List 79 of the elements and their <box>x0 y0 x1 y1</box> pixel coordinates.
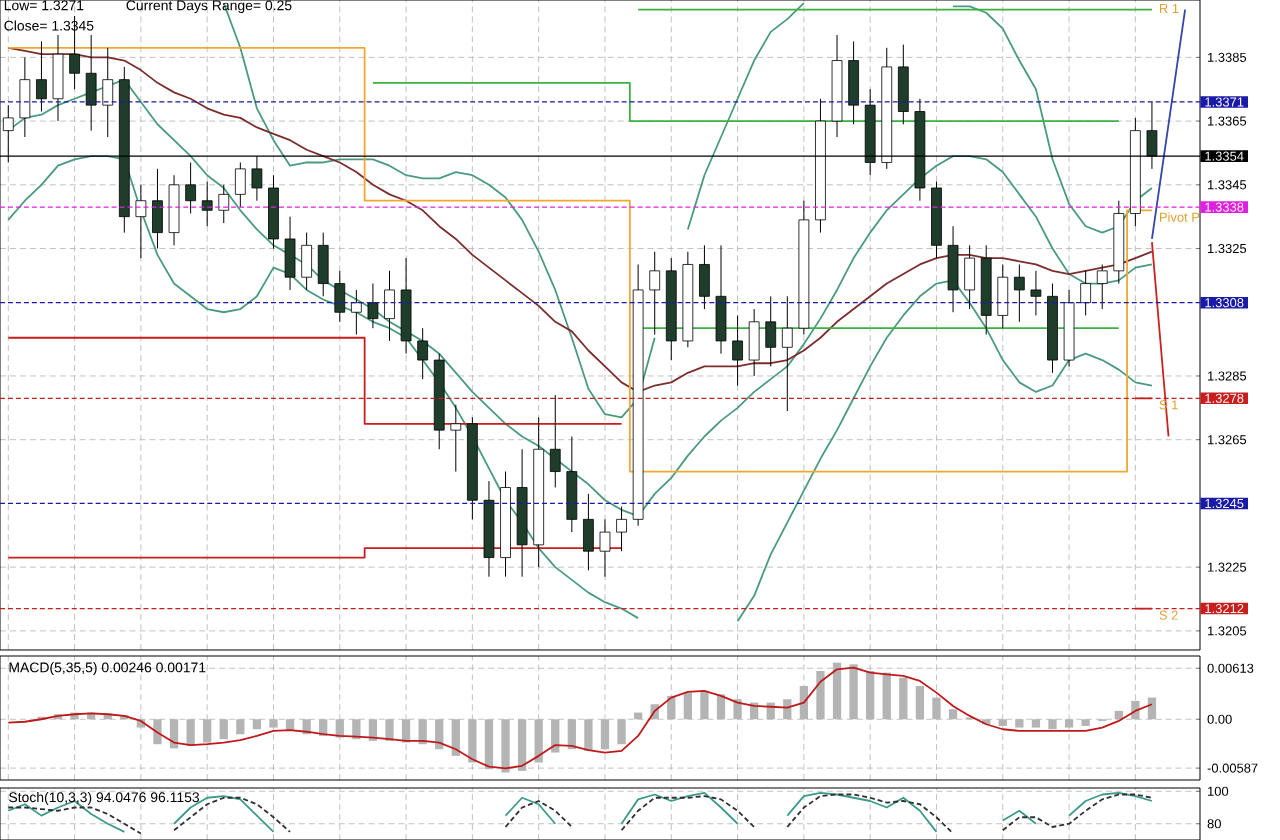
bar <box>567 719 576 750</box>
candlestick <box>334 270 346 323</box>
bar <box>733 699 742 720</box>
bar <box>534 719 543 763</box>
candlestick <box>152 168 163 250</box>
candlestick <box>384 270 395 342</box>
candlestick <box>367 283 379 329</box>
bar <box>1081 719 1090 726</box>
bar <box>998 719 1007 726</box>
bar <box>1114 710 1123 720</box>
candlestick <box>168 174 180 246</box>
candlestick <box>450 404 462 473</box>
candlestick <box>848 40 859 125</box>
bar <box>219 719 228 740</box>
candlestick <box>748 308 760 377</box>
candlestick <box>36 40 47 113</box>
candlestick <box>417 327 429 380</box>
bar <box>700 690 709 720</box>
candlestick <box>234 161 246 208</box>
candlestick <box>583 493 594 571</box>
bar <box>153 719 162 745</box>
bar <box>1015 719 1024 728</box>
candlestick <box>284 216 296 291</box>
bar <box>683 692 692 720</box>
bar <box>435 719 444 750</box>
candlestick <box>1096 263 1108 310</box>
candlestick <box>85 34 97 132</box>
bar <box>169 719 179 749</box>
bar <box>401 719 411 743</box>
candlestick <box>616 506 627 552</box>
bar <box>186 719 195 746</box>
bar <box>948 709 958 720</box>
candlestick <box>964 244 975 310</box>
candlestick <box>102 47 114 138</box>
bar <box>203 719 212 743</box>
candlestick <box>301 232 312 291</box>
candlestick <box>317 232 329 297</box>
bar <box>600 719 610 750</box>
bar <box>899 677 908 720</box>
bar <box>252 719 262 730</box>
candlestick <box>1013 263 1025 323</box>
candlestick <box>19 56 31 138</box>
candlestick <box>732 314 743 387</box>
bar <box>269 719 278 728</box>
bar <box>468 719 477 763</box>
candlestick <box>715 244 727 355</box>
candlestick <box>566 436 578 533</box>
bar <box>551 719 560 753</box>
candlestick <box>897 44 909 125</box>
candlestick <box>699 244 710 310</box>
candlestick <box>218 184 230 224</box>
bar <box>882 672 891 720</box>
bar <box>1048 719 1057 730</box>
bar <box>584 719 593 751</box>
bar <box>451 719 460 756</box>
bar <box>1031 719 1041 728</box>
candlestick <box>997 263 1009 329</box>
candlestick <box>135 184 147 259</box>
candlestick <box>201 181 213 227</box>
candlestick <box>549 394 561 488</box>
bar <box>932 697 941 720</box>
candlestick <box>599 518 611 578</box>
candlestick <box>1080 270 1092 316</box>
bar <box>617 719 626 745</box>
bar <box>385 719 394 741</box>
candlestick <box>1030 270 1042 316</box>
bar <box>335 719 344 738</box>
candlestick <box>649 251 661 336</box>
candlestick <box>350 289 362 336</box>
candlestick <box>947 225 959 313</box>
bar <box>352 719 361 740</box>
candlestick <box>185 161 196 214</box>
bar <box>1064 719 1074 728</box>
bar <box>236 719 245 735</box>
candlestick <box>765 295 777 367</box>
bar <box>915 685 925 720</box>
candlestick <box>781 295 793 412</box>
candlestick <box>52 34 64 122</box>
bar <box>368 719 378 741</box>
